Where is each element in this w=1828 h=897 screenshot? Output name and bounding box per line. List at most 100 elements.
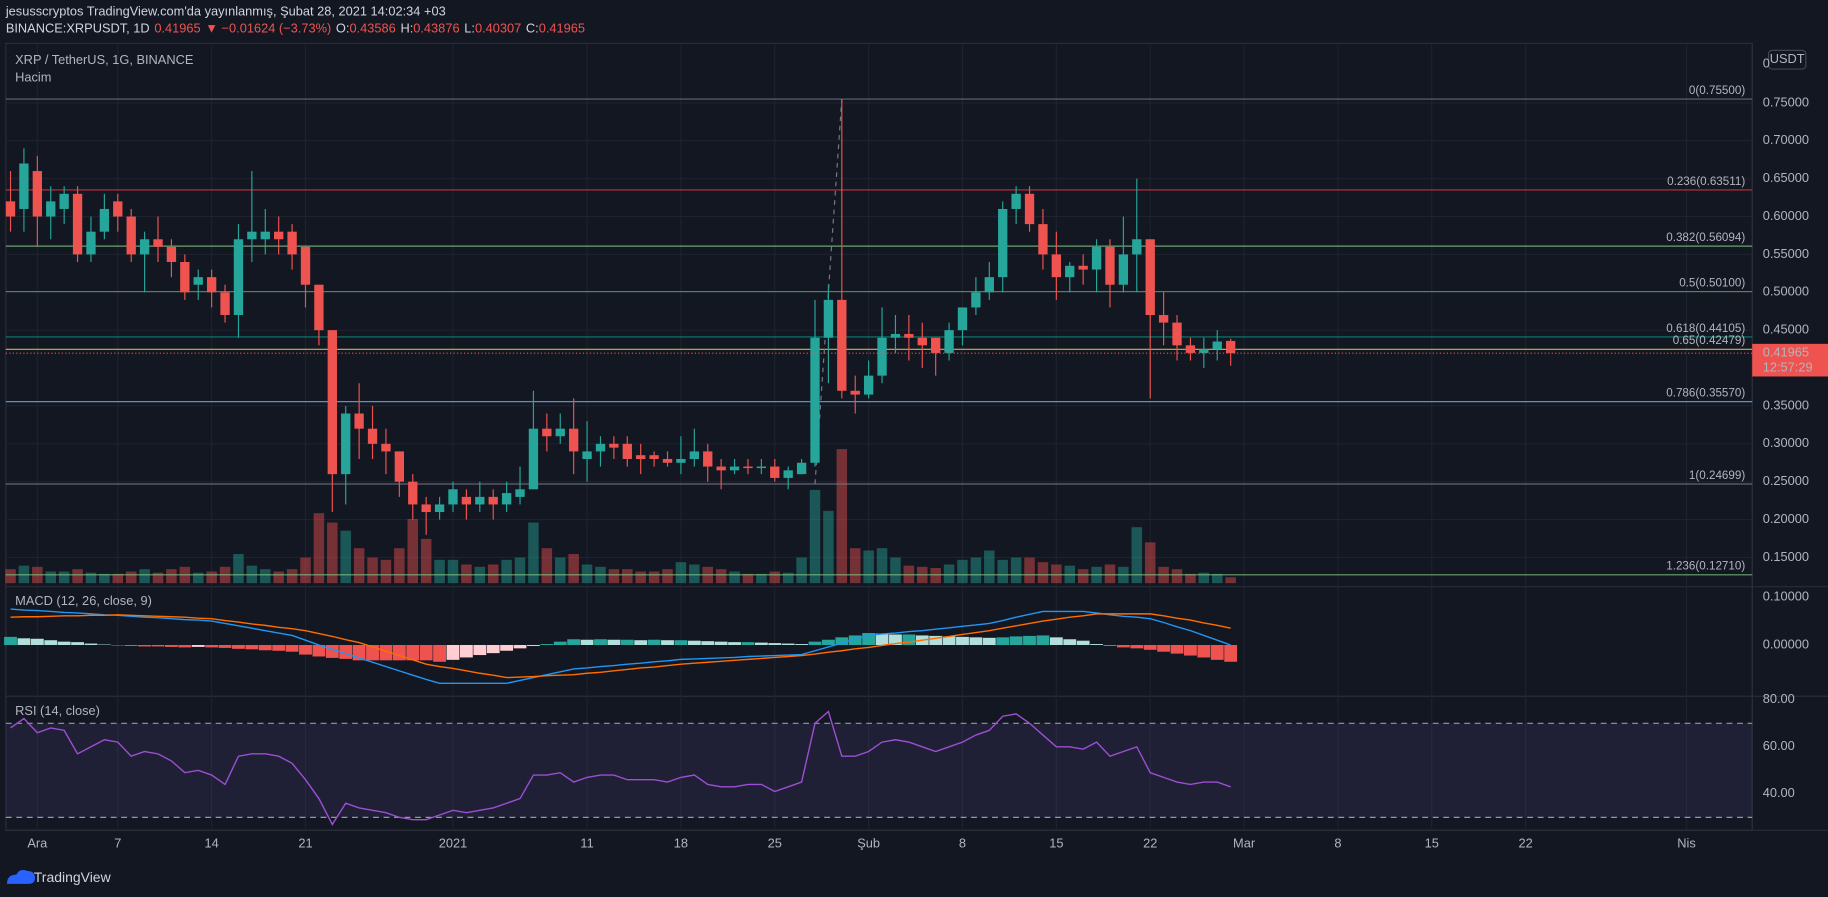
macd-histogram-bar [647, 639, 661, 646]
fib-level-label: 1.236(0.12710) [1666, 560, 1745, 573]
logo-icon [6, 869, 35, 884]
candle-body [743, 466, 753, 469]
candle-body [944, 330, 954, 353]
macd-histogram-bar [1076, 640, 1090, 646]
volume-bar [1037, 562, 1049, 584]
volume-label: Hacim [15, 70, 51, 85]
volume-bar [1024, 557, 1035, 584]
fib-level-label: 0.786(0.35570) [1666, 387, 1745, 400]
volume-bar [233, 554, 244, 584]
volume-bar [1171, 569, 1183, 584]
candle-body [649, 455, 659, 459]
macd-histogram-bar [500, 645, 514, 651]
candle-body [1132, 239, 1142, 255]
volume-bar [823, 510, 834, 584]
candle-body [434, 504, 445, 513]
candle-body [448, 489, 458, 505]
y-tick-label: 0.25000 [1763, 473, 1809, 488]
macd-histogram-bar [30, 638, 44, 646]
macd-histogram-bar [969, 637, 983, 646]
candle-body [300, 246, 311, 285]
macd-histogram-bar [419, 645, 433, 661]
macd-histogram-bar [982, 637, 996, 646]
currency-label[interactable]: USDT [1770, 51, 1805, 66]
macd-histogram-bar [607, 639, 621, 646]
candle-body [595, 443, 606, 452]
header-last: 0.41965 [154, 21, 200, 36]
volume-bar [1185, 573, 1196, 584]
volume-bar [85, 572, 97, 584]
volume-bar [367, 557, 378, 584]
y-tick-label: 0.60000 [1763, 208, 1809, 223]
chart-title: XRP / TetherUS, 1G, BINANCE [15, 52, 193, 67]
macd-histogram-bar [795, 644, 809, 646]
macd-histogram-bar [862, 633, 876, 646]
volume-bar [112, 573, 124, 584]
volume-bar [353, 548, 365, 584]
macd-histogram-bar [996, 637, 1010, 646]
candle-body [367, 428, 378, 444]
volume-bar [461, 564, 472, 584]
macd-histogram-bar [567, 639, 581, 646]
candle-body [1105, 246, 1115, 285]
fib-trend-line [814, 99, 843, 485]
volume-bar [876, 548, 888, 584]
fib-level-label: 0.618(0.44105) [1666, 322, 1745, 335]
volume-bar [675, 562, 687, 584]
macd-histogram-bar [902, 634, 916, 646]
candle-body [99, 208, 110, 232]
y-tick-label: 0.35000 [1763, 397, 1809, 412]
candle-body [1065, 265, 1075, 278]
x-tick-label: 2021 [439, 836, 468, 851]
y-tick-label: 0.20000 [1763, 511, 1809, 526]
macd-histogram-bar [138, 645, 152, 647]
volume-bar [125, 571, 137, 584]
candle-body [823, 299, 834, 338]
header-ohlc-value: 0.43586 [349, 21, 395, 36]
fib-level-label: 0(0.75500) [1689, 84, 1745, 97]
candle-body [515, 489, 525, 497]
macd-histogram-bar [392, 645, 406, 661]
volume-bar [1077, 569, 1089, 584]
candle-body [582, 451, 592, 459]
candle-body [770, 466, 780, 478]
fib-level-label: 0.236(0.63511) [1667, 175, 1745, 188]
volume-bar [5, 569, 16, 584]
volume-bar [984, 550, 995, 584]
macd-histogram-bar [312, 645, 326, 657]
currency-button[interactable] [1767, 49, 1807, 70]
macd-histogram-bar [44, 640, 58, 646]
macd-histogram-bar [366, 645, 379, 661]
x-tick-label: Nis [1677, 836, 1696, 851]
volume-bar [286, 569, 298, 584]
header-change: ▼ −0.01624 (−3.73%) [205, 21, 331, 36]
candle-body [756, 466, 767, 469]
candle-body [260, 231, 270, 240]
candle-body [475, 496, 485, 505]
last-price-box [1752, 343, 1828, 377]
macd-histogram-bar [754, 642, 768, 646]
macd-histogram-bar [1090, 644, 1103, 646]
x-tick-label: 21 [298, 836, 312, 851]
volume-bar [943, 564, 955, 584]
macd-histogram-bar [205, 645, 219, 648]
macd-title: MACD (12, 26, close, 9) [15, 593, 152, 608]
candle-body [153, 239, 163, 247]
volume-bar [420, 538, 432, 584]
rsi-title: RSI (14, close) [15, 703, 100, 718]
macd-histogram-bar [84, 643, 98, 646]
header-ohlc-label: O: [336, 21, 350, 36]
macd-histogram-bar [17, 638, 31, 646]
macd-histogram-bar [768, 643, 782, 646]
volume-bar [501, 559, 512, 584]
header-ohlc-value: 0.43876 [413, 21, 459, 36]
volume-bar [99, 573, 110, 584]
volume-bar [1051, 564, 1062, 584]
volume-bar [662, 569, 673, 584]
candle-body [5, 201, 16, 217]
header-quote: BINANCE:XRPUSDT, 1D 0.41965 ▼ −0.01624 (−3… [6, 21, 585, 36]
candle-body [877, 337, 887, 376]
candle-body [662, 458, 673, 463]
macd-histogram-bar [446, 645, 460, 660]
